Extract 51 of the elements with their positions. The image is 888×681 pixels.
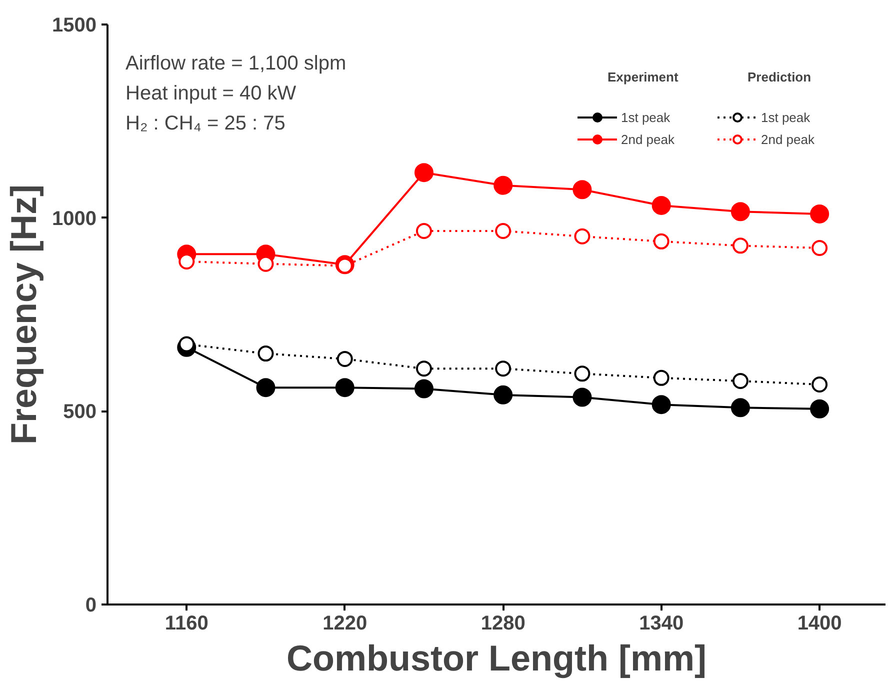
point [812, 240, 828, 256]
point [810, 399, 830, 418]
y-tick-label: 1000 [52, 208, 97, 230]
point [730, 398, 750, 418]
legend-label: 1st peak [761, 110, 810, 124]
point [732, 373, 748, 389]
point [416, 222, 432, 239]
y-tick-label: 500 [63, 401, 97, 424]
x-tick-label: 1340 [639, 612, 684, 634]
point [494, 385, 513, 404]
annotation: Prediction [748, 70, 812, 84]
point [572, 180, 592, 200]
point [653, 370, 670, 386]
legend-label: 1st peak [621, 110, 670, 124]
y-tick-label: 1500 [52, 14, 97, 36]
point [653, 233, 670, 250]
annotation: H₂ : CH₄ = 25 : 75 [126, 112, 286, 134]
y-axis-title: Frequency [Hz] [3, 184, 44, 445]
point [730, 202, 750, 222]
legend-label: 2nd peak [761, 132, 814, 146]
point [574, 366, 590, 382]
point [335, 378, 354, 398]
point [256, 378, 276, 398]
x-tick-label: 1280 [480, 612, 526, 634]
annotation: Airflow rate = 1,100 slpm [126, 52, 346, 74]
point [178, 254, 195, 270]
legend-label: 2nd peak [621, 132, 674, 146]
annotation: Experiment [608, 70, 679, 84]
x-tick-label: 1400 [797, 612, 842, 634]
point [178, 336, 195, 352]
point [495, 222, 512, 239]
point [495, 360, 512, 377]
point [414, 379, 434, 398]
point [652, 196, 671, 215]
point [652, 395, 671, 414]
x-axis-title: Combustor Length [mm] [286, 638, 706, 678]
point [416, 360, 432, 377]
annotation: Heat input = 40 kW [126, 82, 296, 104]
point [572, 388, 592, 407]
point [414, 163, 434, 182]
point [336, 350, 353, 367]
y-tick-label: 0 [85, 594, 96, 616]
x-tick-label: 1160 [164, 612, 208, 634]
point [258, 256, 274, 272]
point [494, 176, 513, 195]
point [258, 346, 274, 362]
point [810, 204, 830, 224]
point [812, 376, 828, 392]
x-tick-label: 1220 [322, 612, 368, 634]
point [574, 228, 590, 244]
point [732, 238, 748, 254]
